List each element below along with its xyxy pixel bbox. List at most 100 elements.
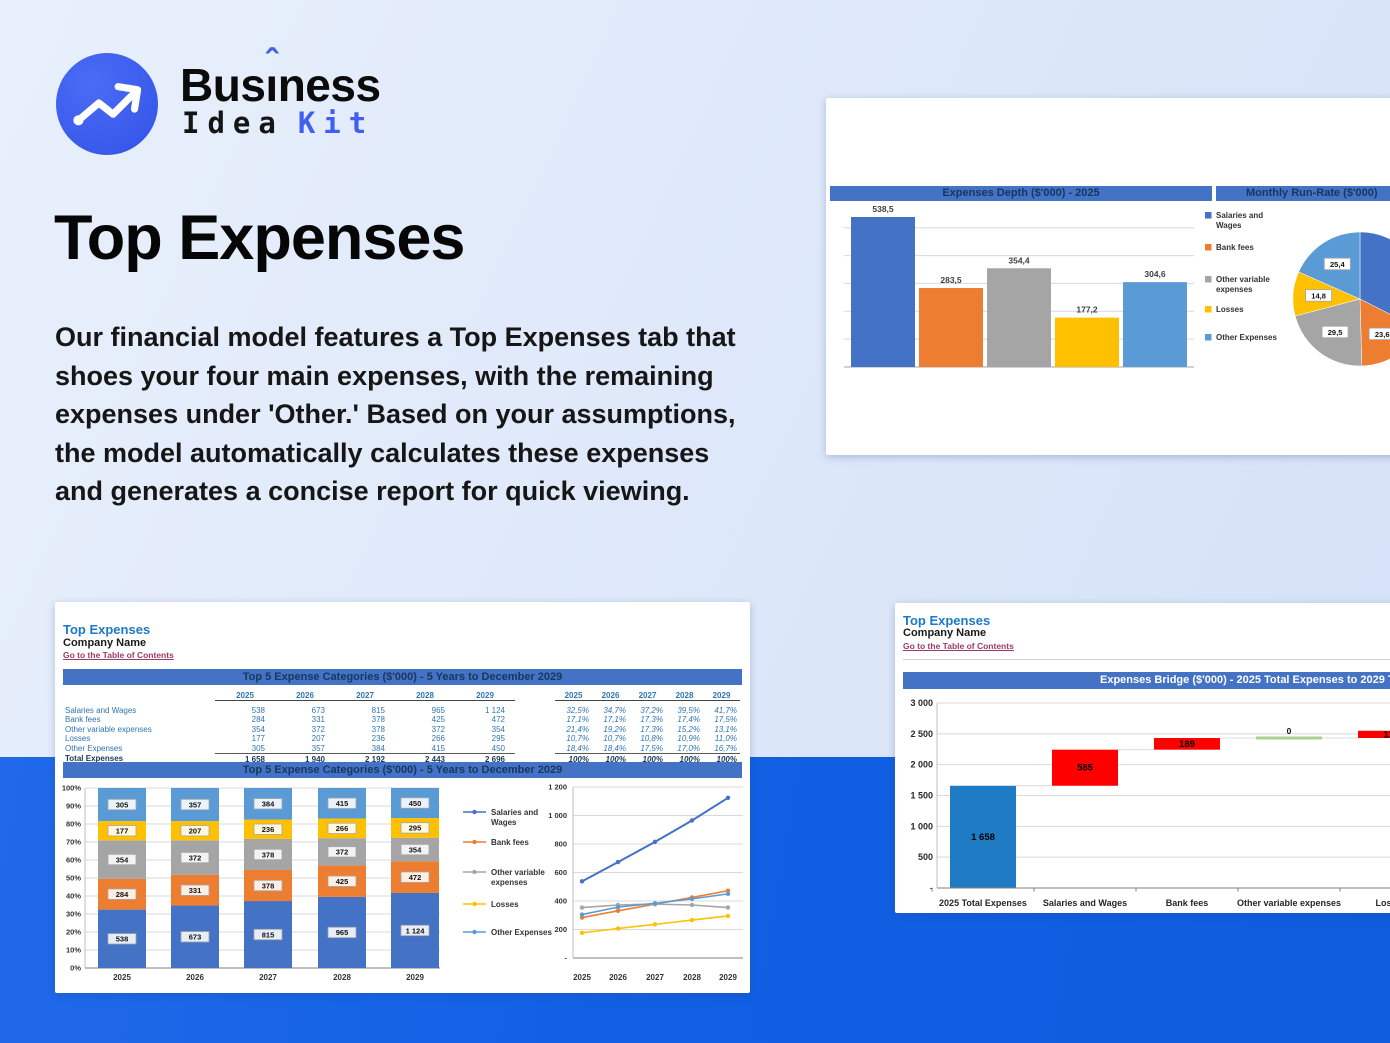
y-tick-label: 70%: [66, 838, 81, 847]
data-point: [689, 818, 695, 823]
expense-value: 354: [251, 724, 265, 734]
expense-pct: 21,4%: [566, 724, 589, 734]
data-point: [615, 859, 621, 865]
x-tick-label: 2029: [406, 973, 424, 982]
expense-pct: 13,1%: [714, 724, 737, 734]
total-value: 2 192: [335, 752, 395, 765]
y-tick-label: 2 500: [910, 729, 933, 739]
legend-label: Wages: [491, 818, 517, 827]
expense-pct: 17,0%: [677, 743, 700, 753]
segment-label-box: [107, 825, 137, 837]
legend-marker: [472, 869, 477, 875]
expense-pct: 10,7%: [566, 734, 589, 744]
legend-label: Other variable: [491, 868, 545, 877]
legend-label: expenses: [1216, 285, 1253, 294]
table-of-contents-link[interactable]: Go to the Table of Contents: [903, 641, 1014, 651]
gap-cell: [515, 688, 555, 701]
y-tick-label: 80%: [66, 820, 81, 829]
page-description: Our financial model features a Top Expen…: [55, 322, 736, 506]
segment-label-box: [180, 825, 210, 837]
bar-value-label: 189: [1179, 739, 1195, 750]
expense-value: 305: [251, 743, 265, 753]
expense-value: 357: [311, 743, 325, 753]
brand-name-part: Bus: [180, 59, 266, 111]
waterfall-bar: [1358, 730, 1390, 739]
waterfall-bar: [950, 785, 1016, 888]
segment-label-box: [400, 797, 430, 809]
data-point: [725, 795, 731, 801]
chart-title-text: Expenses Depth ($'000) - 2025: [942, 187, 1100, 199]
data-point: [579, 930, 585, 935]
legend-marker: [1205, 212, 1212, 219]
data-point: [579, 905, 585, 910]
data-point: [615, 904, 621, 910]
expense-pct: 10,8%: [640, 734, 663, 744]
bar: [1055, 317, 1119, 367]
x-tick-label: 2027: [646, 973, 664, 982]
data-point: [689, 917, 695, 923]
bar-value-label: 177,2: [1076, 305, 1098, 315]
segment-label: 378: [262, 881, 275, 890]
pie-slice: [1359, 231, 1390, 315]
expense-value: 284: [251, 715, 265, 725]
waterfall-bar: [1052, 749, 1118, 786]
segment-label: 384: [262, 800, 275, 809]
segment-label-box: [253, 848, 283, 861]
bar-value-label: 585: [1077, 763, 1094, 774]
expense-pct: 15,2%: [677, 724, 700, 734]
expenses-depth-chart: 538,5 283,5 354,4 177,2 304,6 Salaries andWag…: [844, 204, 1390, 368]
segment-label: 354: [409, 845, 422, 854]
segment-label-box: [253, 879, 283, 892]
expense-value: 177: [251, 734, 265, 744]
y-tick-label: 1 200: [548, 783, 567, 792]
expense-value: 266: [431, 734, 445, 744]
y-tick-label: 1 000: [910, 821, 933, 831]
year-header: 2025: [555, 691, 592, 701]
y-tick-label: 800: [554, 840, 567, 849]
expense-pct: 17,4%: [677, 715, 700, 725]
pie-label: 23,6: [1375, 330, 1390, 339]
expense-value: 384: [371, 743, 385, 753]
y-tick-label: 2 000: [910, 760, 933, 770]
bar-value-label: 0: [1287, 726, 1292, 736]
expense-value: 472: [491, 715, 505, 725]
data-point: [725, 891, 731, 897]
corner-cell: [65, 688, 215, 701]
segment-label-box: [400, 822, 430, 834]
year-header: 2029: [455, 691, 515, 701]
table-of-contents-link[interactable]: Go to the Table of Contents: [63, 650, 174, 660]
segment-label-box: [327, 875, 357, 887]
y-tick-label: 600: [554, 868, 567, 877]
expenses-depth-card: Expenses Depth ($'000) - 2025 Monthly Ru…: [826, 98, 1390, 455]
data-point: [689, 896, 695, 902]
segment-label-box: [180, 884, 210, 896]
bar-value-label: 283,5: [940, 275, 962, 285]
divider: [903, 659, 1390, 660]
company-name: Company Name: [63, 637, 147, 649]
expense-pct: 41,7%: [714, 706, 737, 715]
year-header: 2028: [395, 691, 455, 701]
brand-idea: Idea: [182, 106, 284, 140]
pie-label: 14,8: [1311, 291, 1326, 300]
expense-pct: 17,5%: [714, 715, 737, 725]
expense-value: 354: [491, 724, 505, 734]
y-tick-label: 0%: [70, 964, 81, 973]
data-point: [652, 922, 658, 927]
expense-value: 538: [251, 706, 265, 715]
legend-label: Other variable: [1216, 275, 1270, 284]
bar: [1123, 282, 1187, 367]
expense-pct: 16,7%: [714, 743, 737, 753]
legend-label: Bank fees: [1216, 243, 1254, 252]
segment-label: 415: [336, 799, 349, 808]
expense-value: 372: [311, 724, 325, 734]
y-tick-label: 40%: [66, 892, 81, 901]
x-tick-label: Salaries and Wages: [1043, 898, 1127, 908]
legend-label: Salaries and: [491, 808, 538, 817]
segment-label: 331: [189, 886, 202, 895]
legend-marker: [472, 929, 477, 935]
year-header: 2026: [275, 691, 335, 701]
segment-label: 305: [116, 800, 129, 809]
legend-label: Wages: [1216, 221, 1242, 230]
line-series: [581, 796, 729, 883]
